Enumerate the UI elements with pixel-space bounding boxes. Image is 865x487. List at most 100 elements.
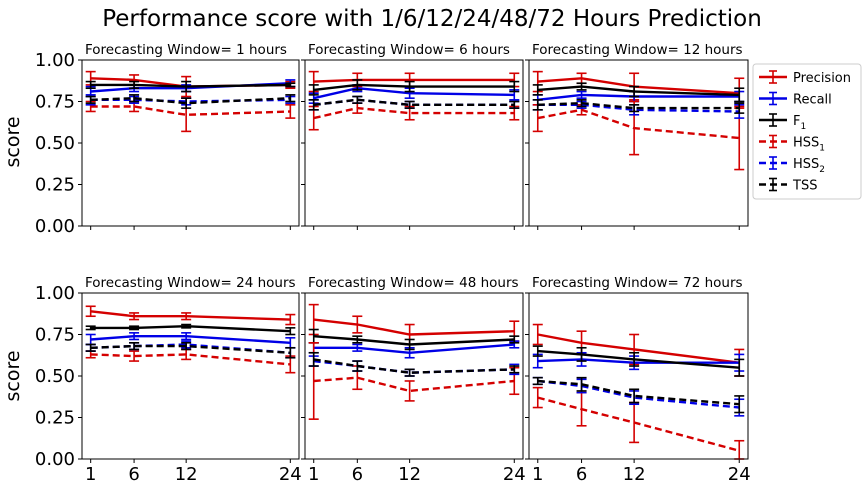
series-tss [85,341,296,359]
x-tick-label: 6 [576,464,587,485]
panel-5: Forecasting Window= 72 hours 1 6 12 24 [525,275,751,485]
series-line [537,85,740,97]
series-line [537,349,740,369]
panel-4: Forecasting Window= 48 hours 1 6 12 24 [301,275,526,485]
series-line [313,335,515,346]
series-precision [85,305,296,326]
series-f1 [308,328,520,351]
y-tick-label: 0.75 [35,92,75,113]
legend-label: HSS2 [793,157,825,175]
series-f1 [532,345,745,377]
panels-group: Forecasting Window= 1 hours 0.00 0.25 0.50 0… [35,42,751,485]
series-f1 [308,79,520,96]
legend-item: TSS [759,177,817,194]
series-line [90,310,291,321]
series-line [313,318,515,336]
series-line [313,83,515,92]
series-line [313,98,515,107]
series-line [537,396,740,452]
y-tick-label: 0.00 [35,449,75,470]
x-tick-label: 1 [532,464,543,485]
series-line [313,86,515,100]
panel-title: Forecasting Window= 6 hours [308,42,510,58]
panel-title: Forecasting Window= 1 hours [85,42,287,58]
y-tick-label: 0.25 [35,175,75,196]
legend-label: F1 [793,114,806,132]
panel-frame [81,292,300,460]
legend-label: TSS [792,179,817,194]
series-line [313,376,515,393]
panel-title: Forecasting Window= 72 hours [532,275,743,291]
panel-title: Forecasting Window= 12 hours [532,42,743,58]
series-line [537,108,740,140]
legend-item: HSS1 [759,134,825,154]
series-line [90,344,291,354]
panel-title: Forecasting Window= 48 hours [308,275,519,291]
panel-frame [528,292,749,460]
legend-item: HSS2 [759,156,825,175]
x-tick-label: 12 [175,464,198,485]
series-line [90,335,291,344]
y-tick-label: 0.00 [35,216,75,237]
series-f1 [532,82,745,103]
y-tick-label: 0.50 [35,133,75,154]
panel-1: Forecasting Window= 6 hours [301,42,524,230]
panel-frame [304,59,524,227]
series-line [313,78,515,83]
x-tick-label: 1 [85,464,96,485]
x-tick-label: 6 [128,464,139,485]
series-line [90,105,291,117]
panel-frame [81,59,300,227]
series-line [537,101,740,110]
legend-item: Precision [759,70,851,86]
series-line [537,333,740,364]
ylabel-top: score [2,116,24,167]
series-f1 [85,80,296,93]
series-tss [532,99,745,114]
panel-frame [528,59,749,227]
y-tick-label: 1.00 [35,50,75,71]
panel-0: Forecasting Window= 1 hours 0.00 0.25 0.50 0… [35,42,300,237]
series-line [90,324,291,333]
series-line [90,83,291,88]
y-tick-label: 0.75 [35,325,75,346]
legend-item: F1 [759,113,806,132]
panel-3: Forecasting Window= 24 hours 0.00 0.25 0.50… [35,275,302,485]
series-line [90,96,291,105]
series-line [90,353,291,366]
series-line [537,77,740,95]
y-tick-label: 1.00 [35,283,75,304]
x-tick-label: 24 [503,464,526,485]
x-tick-label: 24 [279,464,302,485]
series-f1 [85,323,296,336]
ylabel-bottom: score [2,350,24,401]
x-tick-label: 12 [398,464,421,485]
x-tick-label: 12 [623,464,646,485]
x-tick-label: 24 [728,464,751,485]
y-tick-label: 0.50 [35,366,75,387]
legend: Precision Recall F1 HSS1 HSS2 TSS [752,63,862,200]
series-line [313,343,515,355]
y-axis-labels: score score [2,116,24,401]
legend-item: Recall [759,91,832,108]
series-tss [308,351,520,377]
legend-label: Recall [793,93,832,108]
series-tss [308,95,520,111]
legend-label: Precision [793,71,851,86]
x-tick-label: 1 [308,464,319,485]
y-tick-label: 0.25 [35,408,75,429]
series-tss [85,94,296,109]
series-tss [532,376,745,414]
series-line [313,358,515,374]
figure-title: Performance score with 1/6/12/24/48/72 H… [102,6,762,32]
panel-title: Forecasting Window= 24 hours [85,275,296,291]
series-line [313,106,515,120]
panel-frame [304,292,524,460]
panel-2: Forecasting Window= 12 hours [525,42,749,230]
series-line [537,103,740,113]
legend-label: HSS1 [793,136,825,154]
x-tick-label: 6 [352,464,363,485]
series-line [537,93,740,101]
